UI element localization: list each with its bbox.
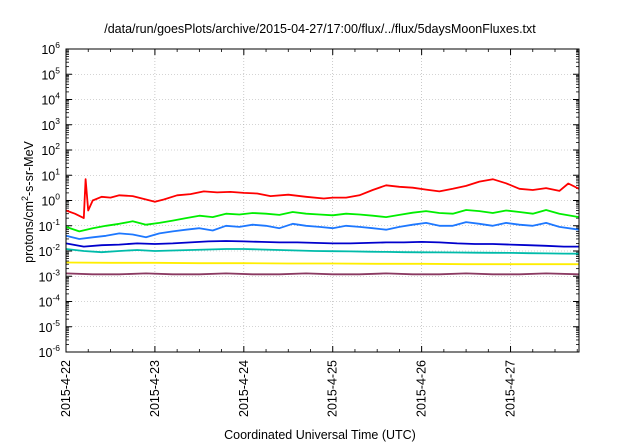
y-tick-label: 101 <box>41 166 60 183</box>
series-line-1 <box>65 178 580 220</box>
plot-frame <box>65 48 580 353</box>
y-tick-label: 100 <box>41 192 60 209</box>
series-line-5 <box>65 248 580 255</box>
y-tick-label: 10-1 <box>39 217 61 234</box>
series-line-4 <box>65 240 579 248</box>
y-tick-label: 10-3 <box>39 267 61 284</box>
y-tick-label: 103 <box>41 116 60 133</box>
x-tick-label: 2015-4-25 <box>326 360 340 417</box>
y-tick-label: 10-6 <box>39 343 61 360</box>
y-tick-label: 10-4 <box>39 293 61 310</box>
y-tick-label: 104 <box>41 91 60 108</box>
y-tick-label: 105 <box>41 65 60 82</box>
y-tick-label: 106 <box>41 40 60 57</box>
series-line-7 <box>65 272 580 276</box>
y-tick-label: 10-5 <box>39 318 61 335</box>
x-tick-label: 2015-4-26 <box>415 360 429 417</box>
x-tick-label: 2015-4-23 <box>148 360 162 417</box>
chart-title: /data/run/goesPlots/archive/2015-04-27/1… <box>104 22 536 36</box>
x-tick-label: 2015-4-22 <box>59 360 73 417</box>
x-tick-label: 2015-4-27 <box>504 360 518 417</box>
series-group <box>65 178 580 276</box>
series-line-6 <box>65 261 579 266</box>
y-tick-label: 10-2 <box>39 242 61 259</box>
series-line-2 <box>65 209 580 233</box>
x-tick-label: 2015-4-24 <box>237 360 251 417</box>
ticks: 10-6 10-5 10-4 10-3 10-2 10-1 100 101 102 103 104 1… <box>39 40 579 417</box>
x-axis-label: Coordinated Universal Time (UTC) <box>224 428 416 442</box>
grid <box>66 49 579 352</box>
series-line-3 <box>65 221 580 240</box>
y-tick-label: 102 <box>41 141 60 158</box>
